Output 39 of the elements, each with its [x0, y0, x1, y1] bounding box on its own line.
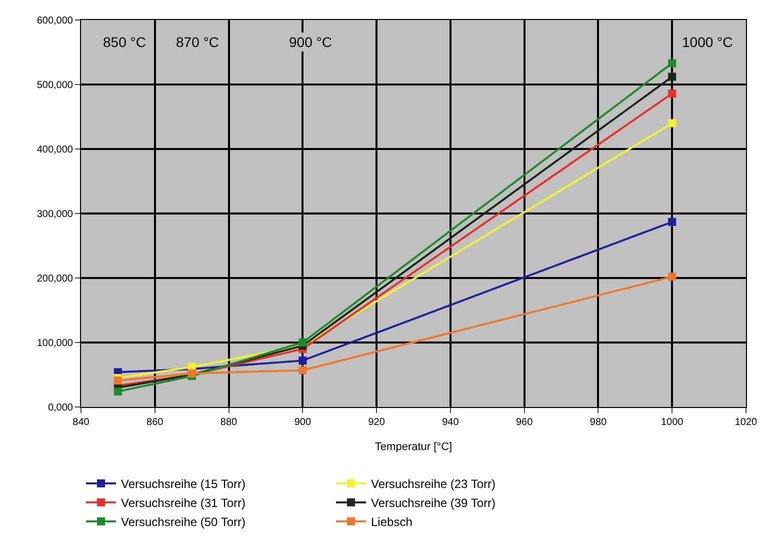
y-tick-label: 500,000 [36, 80, 74, 91]
point [298, 338, 307, 346]
x-tick-label: 900 [294, 417, 312, 428]
point [298, 356, 307, 365]
annotation: 1000 °C [682, 34, 733, 50]
x-tick-label: 940 [442, 417, 460, 428]
legend-label: Versuchsreihe (31 Torr) [121, 496, 246, 510]
legend-label: Versuchsreihe (50 Torr) [121, 515, 246, 530]
y-tick-label: 0,000 [48, 402, 74, 414]
annotation: 850 °C [103, 34, 146, 50]
legend-label: Versuchsreihe (39 Torr) [371, 496, 496, 510]
x-axis-title: Temperatur [°C] [374, 441, 452, 454]
point [668, 59, 676, 68]
x-tick-label: 920 [368, 417, 386, 428]
point [668, 72, 676, 81]
x-tick-label: 960 [516, 417, 534, 428]
x-tick-label: 1000 [660, 417, 684, 428]
x-tick-label: 880 [220, 417, 238, 428]
point [668, 119, 676, 128]
y-tick-label: 200,000 [36, 274, 74, 284]
x-tick-label: 840 [72, 417, 90, 428]
point [668, 90, 676, 98]
y-tick-label: 400,000 [36, 144, 74, 156]
point [298, 366, 307, 374]
y-tick-label: 100,000 [36, 338, 74, 349]
legend-label: Versuchsreihe (15 Torr) [121, 477, 246, 492]
y-tick-label: 600,000 [36, 16, 74, 26]
point [668, 272, 676, 281]
point [668, 218, 676, 226]
y-tick-label: 300,000 [36, 209, 74, 220]
x-tick-label: 860 [146, 417, 164, 428]
point [114, 376, 122, 385]
legend-label: Liebsch [371, 515, 412, 530]
point [114, 388, 122, 396]
x-tick-label: 1020 [734, 417, 758, 428]
annotation: 870 °C [176, 34, 219, 50]
legend-label: Versuchsreihe (23 Torr) [371, 477, 496, 492]
annotation: 900 °C [289, 34, 332, 50]
x-tick-label: 980 [590, 417, 607, 428]
